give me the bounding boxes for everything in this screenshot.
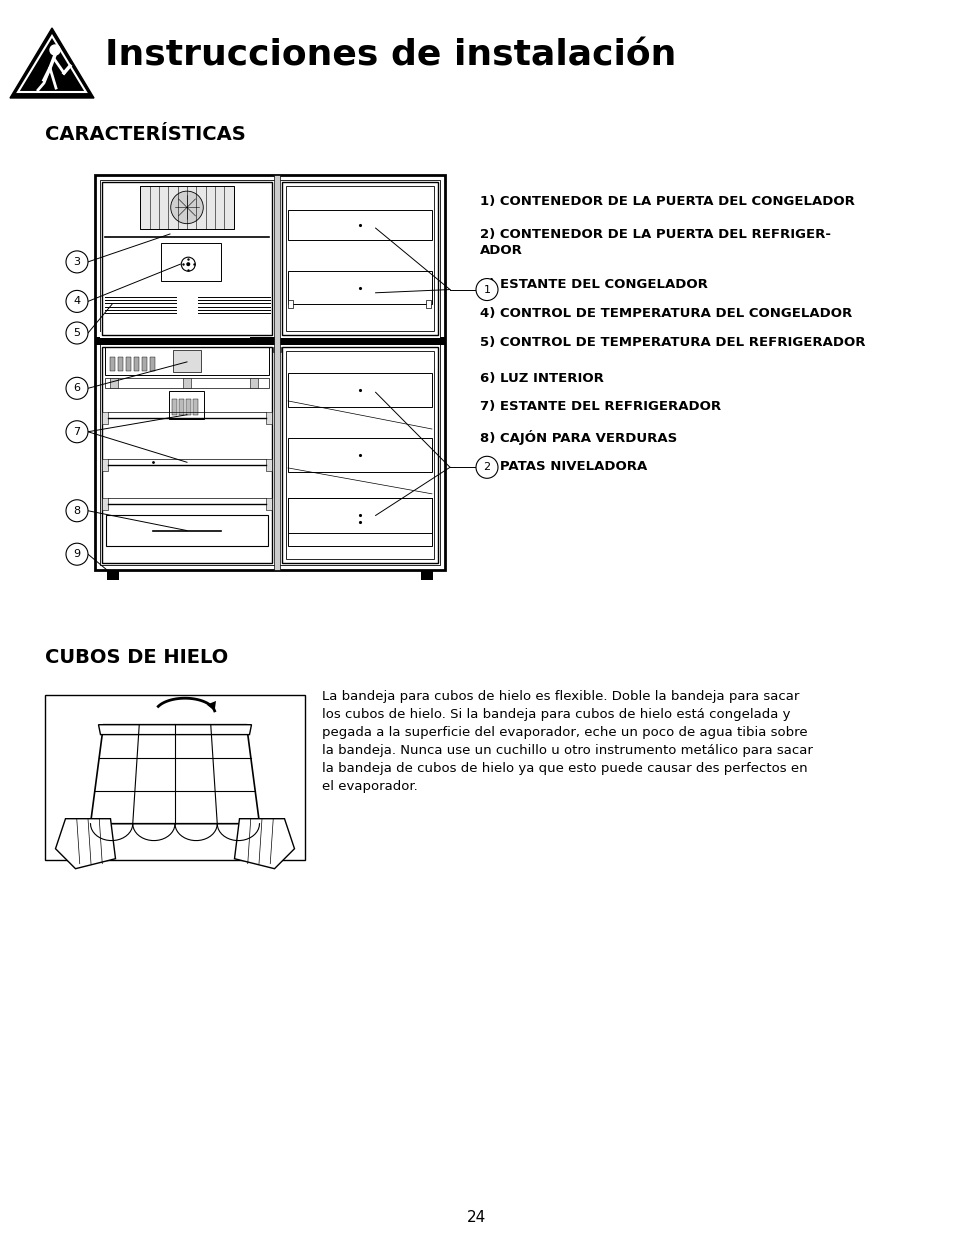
- Circle shape: [66, 500, 88, 521]
- Circle shape: [171, 191, 203, 224]
- Bar: [273, 347, 281, 352]
- Text: 24: 24: [467, 1210, 486, 1225]
- Bar: [420, 571, 433, 580]
- Bar: [150, 357, 154, 370]
- Bar: [250, 378, 257, 388]
- Bar: [266, 459, 272, 472]
- Text: 9: 9: [73, 550, 80, 559]
- Bar: [288, 437, 432, 472]
- Bar: [172, 399, 177, 415]
- Bar: [288, 300, 293, 309]
- Bar: [102, 459, 108, 472]
- Text: 3) ESTANTE DEL CONGELADOR: 3) ESTANTE DEL CONGELADOR: [479, 278, 707, 291]
- Circle shape: [66, 378, 88, 399]
- Bar: [102, 411, 108, 424]
- Polygon shape: [55, 819, 115, 868]
- Text: 2) CONTENEDOR DE LA PUERTA DEL REFRIGER-
ADOR: 2) CONTENEDOR DE LA PUERTA DEL REFRIGER-…: [479, 228, 830, 257]
- Bar: [105, 347, 269, 375]
- Polygon shape: [91, 725, 259, 824]
- Bar: [102, 347, 272, 563]
- Bar: [278, 332, 439, 338]
- Circle shape: [476, 279, 497, 300]
- Polygon shape: [10, 28, 94, 98]
- Text: 5: 5: [73, 329, 80, 338]
- Circle shape: [66, 251, 88, 273]
- Bar: [274, 175, 280, 571]
- Bar: [266, 411, 272, 424]
- Circle shape: [476, 456, 497, 478]
- Text: 8: 8: [73, 506, 80, 516]
- Bar: [102, 182, 272, 335]
- Text: 6: 6: [73, 383, 80, 393]
- Bar: [95, 337, 444, 345]
- Bar: [102, 498, 108, 510]
- Bar: [193, 399, 198, 415]
- Bar: [288, 498, 432, 546]
- Bar: [266, 498, 272, 510]
- Bar: [106, 515, 268, 546]
- Text: 5) CONTROL DE TEMPERATURA DEL REFRIGERADOR: 5) CONTROL DE TEMPERATURA DEL REFRIGERAD…: [479, 336, 864, 350]
- Text: 3: 3: [73, 257, 80, 267]
- Circle shape: [66, 322, 88, 345]
- Bar: [186, 399, 192, 415]
- Bar: [126, 357, 131, 370]
- Bar: [133, 357, 139, 370]
- Circle shape: [50, 44, 60, 56]
- Bar: [183, 378, 191, 388]
- Bar: [45, 695, 305, 860]
- Bar: [288, 270, 432, 304]
- Bar: [288, 210, 432, 240]
- Bar: [286, 186, 434, 331]
- Text: 4) CONTROL DE TEMPERATURA DEL CONGELADOR: 4) CONTROL DE TEMPERATURA DEL CONGELADOR: [479, 308, 851, 320]
- Bar: [282, 182, 437, 335]
- Text: Instrucciones de instalación: Instrucciones de instalación: [105, 38, 676, 72]
- Polygon shape: [234, 819, 294, 868]
- Text: 7) ESTANTE DEL REFRIGERADOR: 7) ESTANTE DEL REFRIGERADOR: [479, 400, 720, 412]
- Bar: [110, 378, 118, 388]
- Bar: [170, 391, 204, 419]
- Circle shape: [181, 257, 195, 272]
- Bar: [118, 357, 123, 370]
- Circle shape: [66, 543, 88, 566]
- Bar: [110, 357, 115, 370]
- Text: 9) PATAS NIVELADORA: 9) PATAS NIVELADORA: [479, 459, 646, 473]
- Bar: [140, 186, 233, 228]
- Text: 7: 7: [73, 427, 80, 437]
- Bar: [142, 357, 147, 370]
- Bar: [161, 243, 221, 282]
- Bar: [100, 332, 251, 338]
- Circle shape: [66, 290, 88, 312]
- Text: La bandeja para cubos de hielo es flexible. Doble la bandeja para sacar
los cubo: La bandeja para cubos de hielo es flexib…: [322, 690, 812, 793]
- Text: 1) CONTENEDOR DE LA PUERTA DEL CONGELADOR: 1) CONTENEDOR DE LA PUERTA DEL CONGELADO…: [479, 195, 854, 207]
- Text: 8) CAJÓN PARA VERDURAS: 8) CAJÓN PARA VERDURAS: [479, 430, 677, 445]
- Bar: [95, 175, 444, 571]
- Bar: [107, 571, 119, 580]
- Text: CARACTERÍSTICAS: CARACTERÍSTICAS: [45, 125, 246, 144]
- Bar: [179, 399, 184, 415]
- Bar: [105, 378, 269, 388]
- Bar: [288, 498, 432, 532]
- Bar: [282, 347, 437, 563]
- Bar: [172, 350, 201, 372]
- Polygon shape: [207, 701, 215, 711]
- Polygon shape: [18, 36, 86, 91]
- Circle shape: [66, 421, 88, 443]
- Bar: [100, 180, 439, 564]
- Circle shape: [186, 262, 190, 267]
- Text: 1: 1: [483, 284, 490, 295]
- Text: 4: 4: [73, 296, 80, 306]
- Text: 6) LUZ INTERIOR: 6) LUZ INTERIOR: [479, 372, 603, 385]
- Text: CUBOS DE HIELO: CUBOS DE HIELO: [45, 648, 228, 667]
- Polygon shape: [98, 725, 252, 735]
- Bar: [288, 373, 432, 408]
- Bar: [426, 300, 431, 309]
- Bar: [286, 351, 434, 559]
- Text: 2: 2: [483, 462, 490, 472]
